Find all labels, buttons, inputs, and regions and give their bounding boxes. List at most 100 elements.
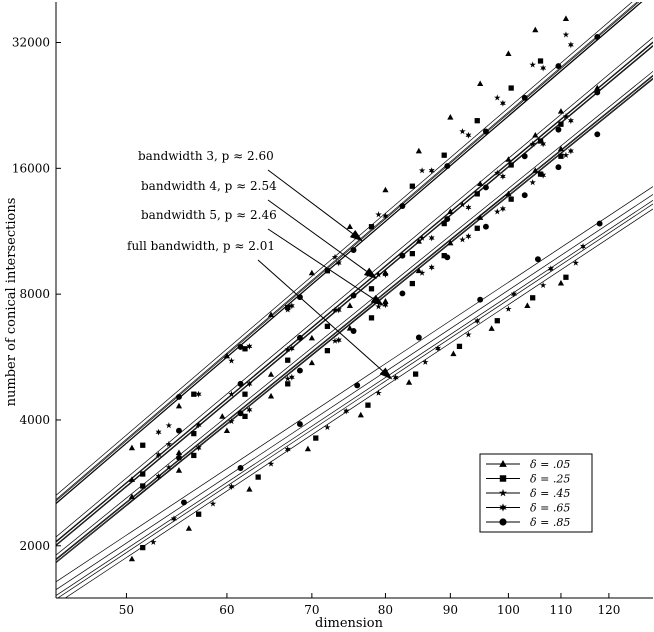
point-g3-s4-5 [477,296,484,303]
point-g3-s3-4 [392,374,399,382]
point-g0-s2-5 [418,167,426,174]
point-g2-s1-7 [441,253,447,259]
y-tick-label-2: 8000 [19,287,50,301]
point-g1-s2-9 [562,112,570,120]
point-g1-s4-6 [482,184,489,191]
x-axis-label: dimension [315,616,384,631]
point-g0-s0-5 [346,223,353,230]
point-g2-s1-9 [508,196,514,202]
point-g1-s2-6 [459,201,466,208]
point-g3-s1-6 [456,343,463,349]
legend-marker-0 [499,460,507,467]
point-g1-s4-7 [521,153,528,160]
point-g2-s2-7 [494,208,501,215]
point-g1-s0-3 [267,371,275,377]
point-g1-s1-6 [409,251,415,257]
point-g0-s1-5 [368,224,375,230]
point-g1-s1-2 [242,391,248,397]
point-g1-s1-4 [324,323,331,329]
point-g2-s3-7 [465,232,472,240]
point-g3-s2-3 [324,423,331,431]
y-tick-label-3: 16000 [12,161,50,175]
y-axis-label: number of conical intersections [4,198,19,407]
legend-label-0: δ = .05 [530,458,570,471]
point-g3-s1-0 [140,544,146,551]
point-g2-s0-6 [382,298,389,304]
point-g3-s0-1 [185,525,192,531]
point-g0-s4-9 [594,33,601,40]
point-g1-s1-9 [508,162,514,168]
fit-line-g1-s4 [56,37,653,538]
point-g1-s0-9 [477,180,484,187]
point-g3-s2-7 [505,305,512,312]
point-g0-s2-4 [375,211,382,218]
point-g1-s1-8 [474,191,480,197]
y-tick-label-0: 2000 [19,539,50,553]
annotation-arrow-2 [267,228,374,300]
point-g2-s1-2 [242,413,248,420]
point-g1-s3-2 [246,380,253,388]
point-g0-s3-2 [246,342,253,350]
point-g1-s0-8 [447,208,454,215]
point-g0-s3-5 [382,212,389,220]
point-g2-s2-5 [418,269,426,276]
point-g3-s1-4 [365,402,371,408]
point-g1-s1-5 [368,286,375,292]
point-g2-s3-8 [499,205,506,213]
point-g3-s4-0 [181,499,187,506]
fit-line-g3-s2 [56,200,653,596]
point-g2-s0-4 [308,359,315,366]
point-g3-s0-4 [357,411,364,418]
point-g3-s0-7 [488,325,495,331]
point-g1-s4-3 [350,292,357,299]
point-g0-s0-4 [308,269,315,276]
annotation-arrow-3 [257,259,383,372]
point-g3-s4-1 [237,465,244,471]
y-tick-label-4: 32000 [12,36,50,50]
point-g0-s2-7 [494,94,501,101]
legend-label-2: δ = .45 [530,487,570,500]
point-g2-s4-7 [521,192,528,199]
point-g1-s3-0 [155,451,162,459]
point-g0-s1-9 [508,85,514,91]
point-g0-s3-4 [335,259,342,267]
point-g3-s0-9 [557,279,565,286]
point-g3-s3-6 [474,317,481,325]
point-g3-s2-6 [465,331,472,338]
fit-line-g2-s0 [56,74,653,560]
annotation-label-0: bandwidth 3, p ≈ 2.60 [138,149,274,163]
point-g3-s0-5 [405,379,413,385]
point-g0-s2-0 [165,422,173,429]
x-tick-label-3: 80 [378,603,393,617]
point-g2-s4-4 [399,290,406,297]
point-g2-s2-9 [562,151,570,158]
annotation-arrowhead-1 [363,267,378,279]
point-g0-s4-7 [521,94,528,101]
point-g2-s1-1 [191,452,197,459]
point-g3-s0-2 [246,486,253,492]
point-g0-s1-7 [441,152,447,158]
point-g2-s3-6 [428,263,435,271]
point-g2-s3-3 [288,373,295,381]
point-g3-s3-2 [284,446,291,453]
point-g2-s2-0 [165,463,173,471]
point-g1-s0-4 [308,334,315,341]
point-g2-s1-10 [537,171,544,177]
point-g0-s4-8 [555,63,562,70]
point-g0-s1-1 [191,391,197,397]
point-g0-s3-9 [540,64,547,72]
axes: 50 60 70 80 90 100 110 120 2000 4000 8000 16000 3200… [12,2,653,617]
point-g3-s3-3 [343,407,350,415]
point-g1-s1-11 [558,121,564,127]
point-g3-s3-5 [435,345,441,352]
point-g2-s0-7 [415,267,422,274]
legend-label-1: δ = .25 [530,473,570,486]
x-tick-label-0: 50 [119,603,134,617]
annotation-arrowhead-0 [349,229,363,242]
fit-line-g3-s3 [56,194,653,591]
point-g0-s3-1 [195,390,202,398]
point-g2-s0-3 [267,392,275,399]
point-g2-s1-8 [474,225,480,231]
point-g2-s0-9 [477,214,484,220]
point-g2-s2-8 [529,179,536,186]
